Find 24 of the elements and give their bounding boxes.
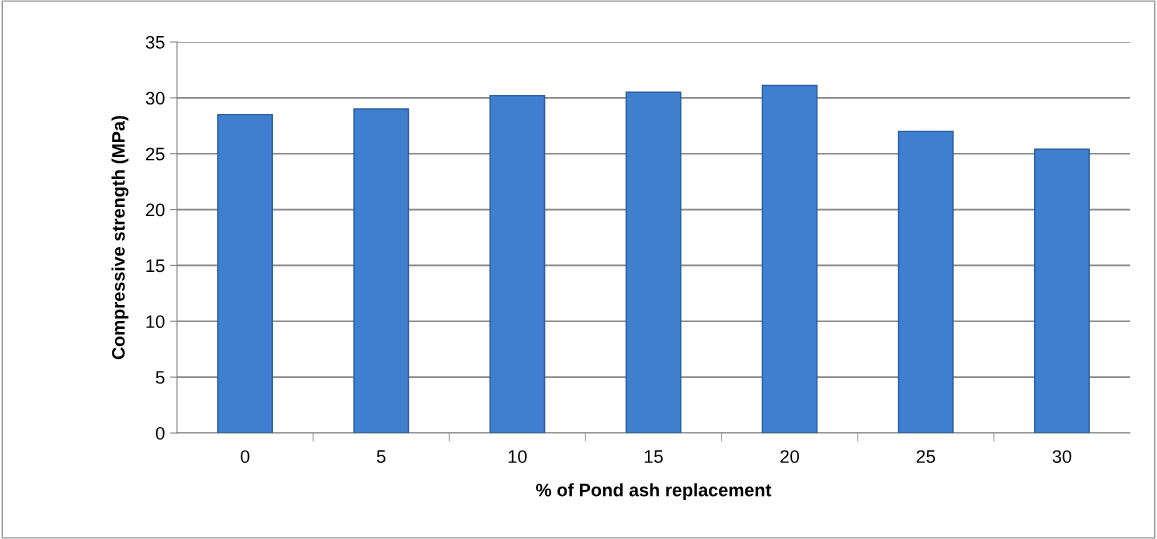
y-tick-label: 25 xyxy=(146,147,165,161)
bar xyxy=(625,91,682,433)
y-tick-label: 10 xyxy=(146,315,165,329)
y-tick-label: 0 xyxy=(155,426,165,440)
bar xyxy=(489,94,546,433)
bar xyxy=(353,108,410,433)
x-tick-label: 25 xyxy=(916,450,936,463)
y-axis-title: Compressive strength (MPa) xyxy=(111,115,129,360)
y-tick-label: 5 xyxy=(155,371,165,384)
bar xyxy=(217,113,273,433)
y-tick-label: 30 xyxy=(145,91,165,105)
y-tick-label: 35 xyxy=(145,35,165,49)
x-tick-label: 20 xyxy=(780,450,799,463)
bar xyxy=(1034,148,1090,433)
bar xyxy=(761,84,818,433)
x-tick-label: 10 xyxy=(508,450,527,463)
x-axis-title: % of Pond ash replacement xyxy=(536,483,772,500)
x-tick-label: 0 xyxy=(240,450,250,463)
y-tick-label: 15 xyxy=(146,259,165,273)
x-tick-label: 30 xyxy=(1052,450,1072,463)
bar xyxy=(897,130,954,433)
x-tick-label: 15 xyxy=(644,450,663,463)
x-tick-label: 5 xyxy=(376,450,386,463)
y-tick-label: 20 xyxy=(146,203,165,217)
